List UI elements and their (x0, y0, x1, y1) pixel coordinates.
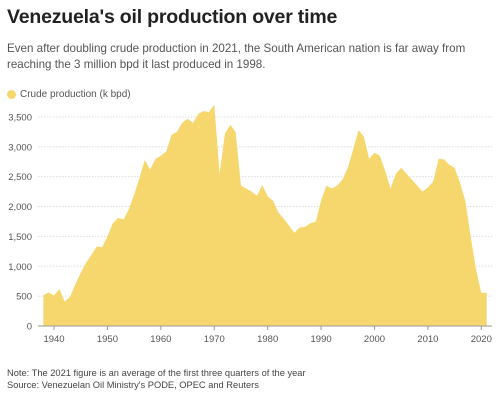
footnote: Note: The 2021 figure is an average of t… (7, 368, 306, 378)
y-tick-label: 500 (16, 292, 32, 303)
legend-label: Crude production (k bpd) (20, 89, 131, 100)
y-tick-label: 1,500 (8, 232, 32, 243)
legend: Crude production (k bpd) (7, 89, 131, 100)
legend-swatch (7, 90, 16, 99)
x-tick-label: 2010 (417, 334, 438, 345)
y-tick-label: 0 (27, 322, 32, 333)
x-tick-label: 2000 (364, 334, 385, 345)
footer: Note: The 2021 figure is an average of t… (7, 367, 306, 391)
y-tick-label: 2,500 (8, 172, 32, 183)
y-tick-label: 3,500 (8, 112, 32, 123)
y-tick-label: 2,000 (8, 202, 32, 213)
x-tick-label: 1980 (257, 334, 278, 345)
y-tick-label: 1,000 (8, 262, 32, 273)
x-tick-label: 1970 (204, 334, 225, 345)
chart-title: Venezuela's oil production over time (7, 6, 338, 28)
x-tick-label: 1990 (311, 334, 332, 345)
production-area (43, 104, 487, 327)
source-note: Source: Venezuelan Oil Ministry's PODE, … (7, 380, 259, 390)
x-tick-label: 1950 (97, 334, 118, 345)
x-tick-label: 1960 (150, 334, 171, 345)
chart-subtitle: Even after doubling crude production in … (7, 42, 466, 71)
y-tick-label: 3,000 (8, 142, 32, 153)
x-tick-label: 1940 (43, 334, 64, 345)
x-tick-label: 2020 (471, 334, 492, 345)
